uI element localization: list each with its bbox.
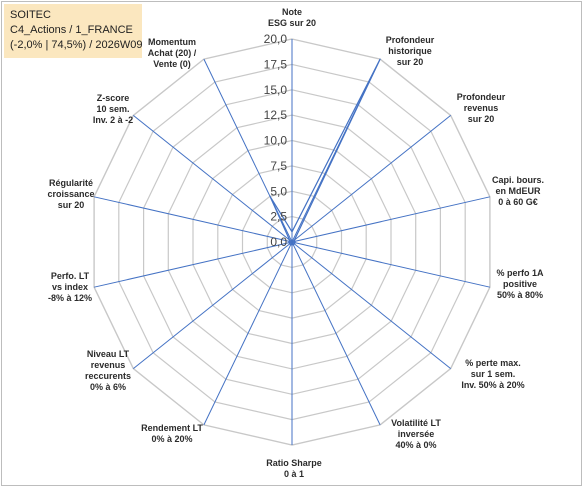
axis-label-5-line-0: % perte max. bbox=[465, 358, 521, 368]
axis-label-6-line-2: 40% à 0% bbox=[395, 440, 436, 450]
axis-spoke-12 bbox=[132, 115, 293, 243]
axis-spoke-10 bbox=[93, 241, 293, 288]
axis-spoke-8 bbox=[203, 241, 293, 426]
axis-label-0-line-1: ESG sur 20 bbox=[268, 18, 316, 28]
axis-label-3-line-0: Capi. bours. bbox=[492, 175, 544, 185]
axis-label-1-line-0: Profondeur bbox=[386, 35, 435, 45]
tick-label-6: 15,0 bbox=[264, 83, 288, 97]
axis-label-13-line-0: Momentum bbox=[148, 37, 196, 47]
axis-label-9-line-2: reccurents bbox=[85, 371, 131, 381]
axis-label-10-line-0: Perfo. LT bbox=[51, 271, 90, 281]
company-name: SOITEC bbox=[10, 9, 51, 21]
tick-label-1: 2,5 bbox=[270, 210, 287, 224]
radar-series bbox=[269, 58, 381, 246]
axis-label-10-line-1: vs index bbox=[52, 282, 88, 292]
axis-label-5-line-2: Inv. 50% à 20% bbox=[461, 380, 524, 390]
axis-label-8-line-0: Rendement LT bbox=[141, 423, 203, 433]
axis-label-10-line-2: -8% à 12% bbox=[48, 293, 92, 303]
tick-label-5: 12,5 bbox=[264, 108, 288, 122]
performance-summary: (-2,0% | 74,5%) / 2026W09 bbox=[10, 39, 143, 51]
tick-label-8: 20,0 bbox=[264, 32, 288, 46]
axis-label-1-line-2: sur 20 bbox=[397, 57, 424, 67]
axis-label-7-line-0: Ratio Sharpe bbox=[266, 458, 322, 468]
axis-spoke-11 bbox=[93, 196, 293, 243]
axis-label-9-line-1: revenus bbox=[91, 360, 126, 370]
axis-spoke-2 bbox=[291, 115, 452, 243]
axis-spoke-6 bbox=[291, 241, 381, 426]
axis-label-7-line-1: 0 à 1 bbox=[284, 469, 304, 479]
tick-label-0: 0,0 bbox=[270, 235, 287, 249]
axis-label-11-line-0: Régularité bbox=[49, 178, 93, 188]
tick-label-7: 17,5 bbox=[264, 57, 288, 71]
axis-label-2-line-0: Profondeur bbox=[457, 92, 506, 102]
axis-spoke-9 bbox=[132, 241, 293, 369]
axis-label-12-line-0: Z-score bbox=[97, 93, 130, 103]
axis-label-2-line-1: revenus bbox=[464, 103, 499, 113]
tick-label-4: 10,0 bbox=[264, 134, 288, 148]
axis-label-4-line-2: 50% à 80% bbox=[497, 290, 543, 300]
axis-label-9-line-0: Niveau LT bbox=[87, 349, 130, 359]
axis-label-3-line-1: en MdEUR bbox=[496, 186, 542, 196]
axis-spoke-4 bbox=[291, 241, 491, 288]
chart-title-box: SOITEC C4_Actions / 1_FRANCE (-2,0% | 74… bbox=[4, 4, 142, 58]
axis-label-5-line-1: sur 1 sem. bbox=[471, 369, 516, 379]
series-line bbox=[269, 58, 381, 246]
axis-label-4-line-0: % perfo 1A bbox=[496, 268, 544, 278]
axis-label-13-line-1: Achat (20) / bbox=[148, 48, 197, 58]
axis-label-0-line-0: Note bbox=[282, 7, 302, 17]
axis-label-2-line-2: sur 20 bbox=[468, 114, 495, 124]
axis-label-11-line-1: croissance bbox=[47, 189, 94, 199]
axis-label-6-line-0: Volatilité LT bbox=[391, 418, 441, 428]
axis-label-11-line-2: sur 20 bbox=[58, 200, 85, 210]
axis-spoke-5 bbox=[291, 241, 452, 369]
axis-label-6-line-1: inversée bbox=[398, 429, 435, 439]
axis-label-13-line-2: Vente (0) bbox=[153, 59, 191, 69]
category-label: C4_Actions / 1_FRANCE bbox=[10, 24, 133, 36]
axis-label-12-line-1: 10 sem. bbox=[96, 104, 129, 114]
axis-label-9-line-3: 0% à 6% bbox=[90, 382, 126, 392]
tick-label-2: 5,0 bbox=[270, 184, 287, 198]
axis-label-8-line-1: 0% à 20% bbox=[151, 434, 192, 444]
axis-label-4-line-1: positive bbox=[503, 279, 537, 289]
axis-label-1-line-1: historique bbox=[388, 46, 432, 56]
axis-label-12-line-2: Inv. 2 à -2 bbox=[93, 115, 133, 125]
radar-tick-labels: 0,0 2,5 5,0 7,5 10,0 12,5 15,0 17,5 20,0 bbox=[264, 32, 288, 249]
axis-label-3-line-2: 0 à 60 G€ bbox=[498, 197, 538, 207]
axis-spoke-3 bbox=[291, 196, 491, 243]
tick-label-3: 7,5 bbox=[270, 159, 287, 173]
